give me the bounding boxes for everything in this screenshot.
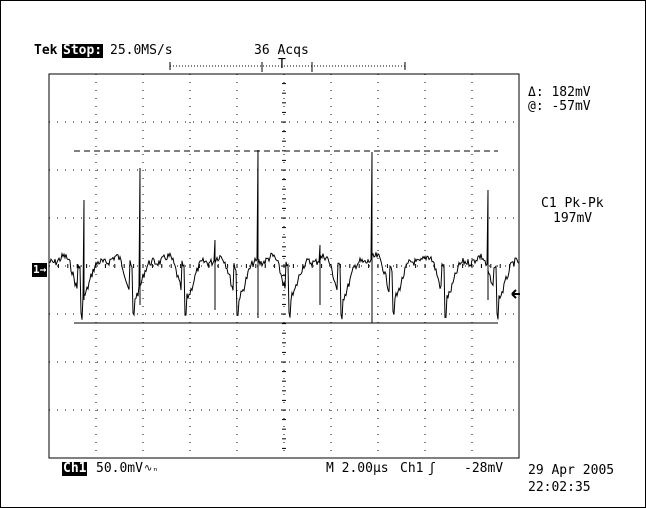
channel-1-trace: [48, 149, 520, 323]
record-length-bar: [169, 62, 406, 72]
brand-label: Tek: [34, 43, 58, 58]
cursor-position-readout: @: -57mV: [528, 99, 591, 114]
trigger-position-marker: T: [278, 57, 286, 72]
sample-rate: 25.0MS/s: [110, 43, 173, 58]
graticule: [48, 73, 520, 459]
cursor-delta-readout: Δ: 182mV: [528, 85, 591, 100]
trigger-level: -28mV: [464, 461, 504, 476]
bandwidth-limit-icon: ∿ₙ: [144, 463, 159, 474]
timebase: M 2.00µs: [326, 461, 389, 476]
capture-date: 29 Apr 2005: [528, 463, 615, 478]
run-state-badge[interactable]: Stop:: [62, 43, 104, 58]
measurement-label: C1 Pk-Pk: [541, 196, 604, 211]
trigger-source: Ch1: [400, 461, 424, 476]
trigger-level-arrow: [511, 289, 520, 299]
measurement-value: 197mV: [553, 211, 593, 226]
volts-per-div: 50.0mV: [96, 461, 143, 476]
channel-1-label[interactable]: Ch1: [62, 461, 88, 476]
capture-time: 22:02:35: [528, 480, 591, 495]
channel-1-ground-marker[interactable]: 1→: [32, 263, 48, 277]
trigger-slope-icon: ʃ: [428, 461, 436, 476]
acquisition-count: 36 Acqs: [254, 43, 309, 58]
